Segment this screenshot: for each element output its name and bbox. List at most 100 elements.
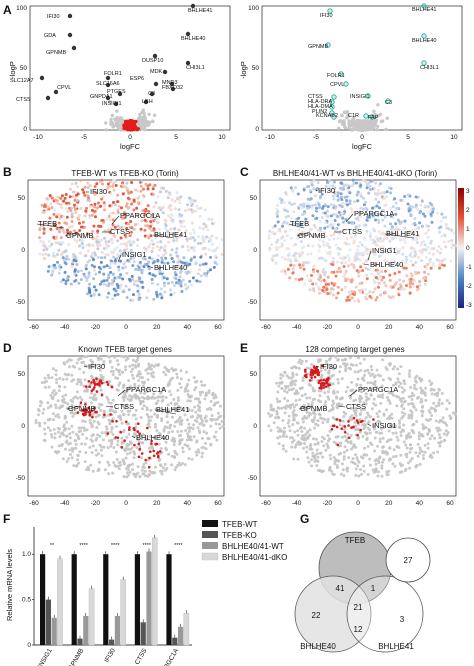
tsne-d-points <box>34 354 226 479</box>
tsne-point <box>428 411 432 415</box>
tsne-point <box>330 469 334 473</box>
tsne-point <box>92 285 96 289</box>
tsne-point <box>290 366 294 370</box>
tsne-point <box>321 421 325 425</box>
tsne-point <box>403 382 407 386</box>
tsne-point <box>187 422 191 426</box>
tsne-point <box>103 381 106 385</box>
tsne-point <box>69 453 72 456</box>
tsne-point <box>330 408 333 412</box>
tsne-point <box>308 433 312 437</box>
tsne-point <box>286 214 290 218</box>
tsne-point <box>378 455 382 459</box>
tsne-point <box>332 391 336 395</box>
tsne-point <box>380 232 383 236</box>
tsne-point <box>351 388 355 392</box>
tsne-point <box>59 236 63 240</box>
tsne-point <box>129 220 133 223</box>
tsne-point <box>415 285 419 289</box>
tsne-point <box>343 358 347 362</box>
tsne-point <box>390 225 394 229</box>
tsne-point <box>395 206 399 210</box>
tsne-point <box>160 469 164 473</box>
tsne-point <box>94 438 98 442</box>
volcano-gene-label: KCNAB2 <box>316 113 338 119</box>
tsne-target-point <box>356 433 359 437</box>
tsne-point <box>50 396 54 400</box>
volcano-gene-label: SLC16A6 <box>96 81 120 87</box>
tsne-point <box>356 199 360 203</box>
tsne-point <box>220 420 224 424</box>
tsne-point <box>136 244 140 248</box>
tsne-point <box>61 240 65 244</box>
tsne-point <box>283 397 287 400</box>
tsne-xtick: 40 <box>416 500 424 507</box>
tsne-point <box>179 463 183 467</box>
tsne-point <box>287 376 291 380</box>
tsne-point <box>204 447 208 451</box>
tsne-point <box>421 405 424 409</box>
tsne-point <box>82 426 86 430</box>
tsne-point <box>407 413 411 417</box>
tsne-point <box>125 181 129 185</box>
tsne-point <box>427 258 431 262</box>
tsne-point <box>336 378 340 381</box>
tsne-point <box>279 237 283 240</box>
tsne-point <box>321 207 325 210</box>
tsne-point <box>144 248 148 252</box>
tsne-point <box>399 453 403 457</box>
tsne-point <box>450 239 454 243</box>
tsne-point <box>366 426 370 430</box>
tsne-point <box>154 235 158 239</box>
tsne-point <box>113 235 117 239</box>
tsne-point <box>177 208 181 212</box>
tsne-point <box>325 442 329 446</box>
tsne-point <box>176 260 180 264</box>
tsne-point <box>404 443 408 447</box>
tsne-point <box>83 460 87 464</box>
tsne-point <box>139 280 143 284</box>
tsne-point <box>331 287 335 291</box>
tsne-point <box>122 428 126 432</box>
tsne-point <box>53 223 57 227</box>
tsne-point <box>148 242 152 246</box>
tsne-point <box>294 399 298 402</box>
tsne-point <box>440 234 444 238</box>
tsne-point <box>400 386 404 390</box>
tsne-point <box>98 180 102 184</box>
tsne-point <box>317 276 321 280</box>
tsne-point <box>78 244 81 248</box>
tsne-point <box>175 238 179 242</box>
tsne-point <box>413 376 417 380</box>
tsne-point <box>363 453 367 457</box>
tsne-point <box>192 245 196 249</box>
gene-label: IFI30 <box>90 187 107 196</box>
tsne-point <box>369 374 373 377</box>
tsne-point <box>61 256 65 260</box>
tsne-point <box>321 288 324 292</box>
gene-label: IFI30 <box>88 362 105 371</box>
tsne-point <box>69 230 72 234</box>
tsne-point <box>41 253 45 257</box>
tsne-point <box>83 355 87 359</box>
tsne-point <box>113 293 117 297</box>
tsne-point <box>67 201 71 205</box>
tsne-point <box>73 254 77 258</box>
volcano-highlight-point <box>117 91 123 97</box>
tsne-point <box>164 219 168 223</box>
tsne-point <box>62 361 66 365</box>
tsne-point <box>210 222 214 225</box>
volcano-right-points <box>337 103 389 132</box>
tsne-point <box>185 237 189 241</box>
tsne-point <box>124 368 128 372</box>
tsne-point <box>61 278 65 282</box>
tsne-point <box>326 420 329 424</box>
tsne-point <box>295 403 298 407</box>
tsne-point <box>370 179 374 183</box>
tsne-point <box>152 219 156 223</box>
tsne-point <box>315 206 319 210</box>
tsne-point <box>282 207 286 211</box>
tsne-point <box>65 207 68 210</box>
tsne-point <box>357 356 361 360</box>
tsne-point <box>325 235 329 239</box>
